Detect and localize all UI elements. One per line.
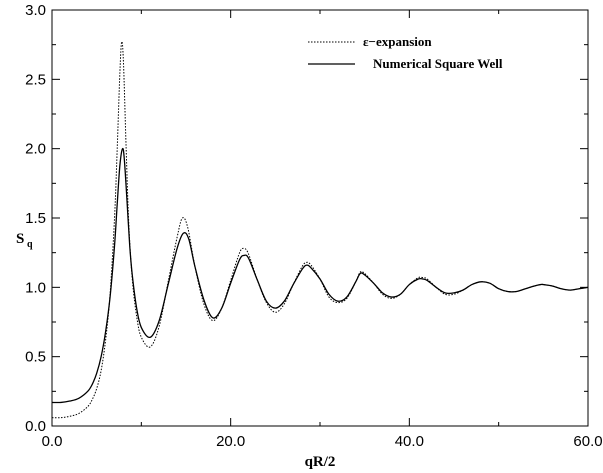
series-line-numerical-square-well — [51, 147, 589, 404]
y-tick-label: 0.0 — [25, 418, 46, 435]
x-tick-label: 20.0 — [216, 433, 245, 450]
plot-frame — [51, 9, 589, 427]
x-tick-label: 60.0 — [573, 433, 602, 450]
legend-label-epsilon-expansion: ε−expansion — [363, 34, 432, 49]
y-tick-label: 0.5 — [25, 349, 46, 366]
y-tick-label: 2.0 — [25, 141, 46, 158]
y-axis-title: S — [16, 231, 24, 247]
y-tick-label: 2.5 — [25, 71, 46, 88]
series-layer — [51, 41, 589, 419]
legend: ε−expansion Numerical Square Well — [308, 34, 503, 71]
series-line-epsilon-expansion — [51, 41, 589, 419]
axis-ticks: 0.0 0.5 1.0 1.5 2.0 2.5 3.0 0.0 20.0 40.0 60.0 — [25, 2, 602, 450]
x-tick-label: 40.0 — [395, 433, 424, 450]
y-axis-title-subscript: q — [27, 239, 33, 250]
x-axis-title: qR/2 — [305, 454, 336, 470]
legend-label-numerical-square-well: Numerical Square Well — [373, 56, 503, 71]
y-tick-label: 3.0 — [25, 2, 46, 19]
x-tick-label: 0.0 — [42, 433, 63, 450]
y-tick-label: 1.5 — [25, 210, 46, 227]
y-tick-label: 1.0 — [25, 279, 46, 296]
